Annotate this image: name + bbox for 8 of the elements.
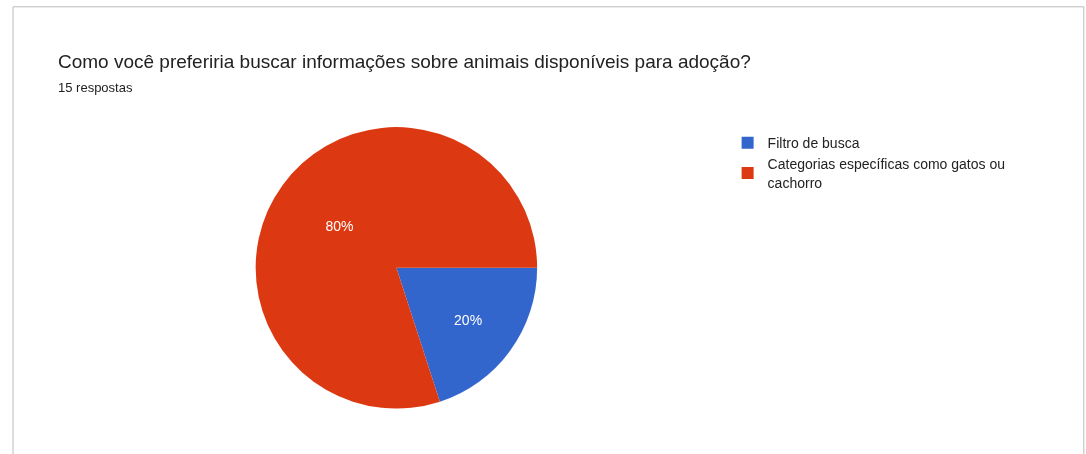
data-label: 80% <box>325 218 354 235</box>
legend-label: Filtro de busca <box>767 135 860 152</box>
chart-title: Como você preferiria buscar informações sobre animais disponíveis para adoção? <box>58 51 751 72</box>
pie-slice <box>255 127 538 409</box>
pie-slice <box>396 267 538 402</box>
data-label: 20% <box>454 311 483 328</box>
legend-label: Categorias específicas como gatos ou cachorro <box>767 156 1005 191</box>
text: 15 respostas <box>58 80 133 95</box>
